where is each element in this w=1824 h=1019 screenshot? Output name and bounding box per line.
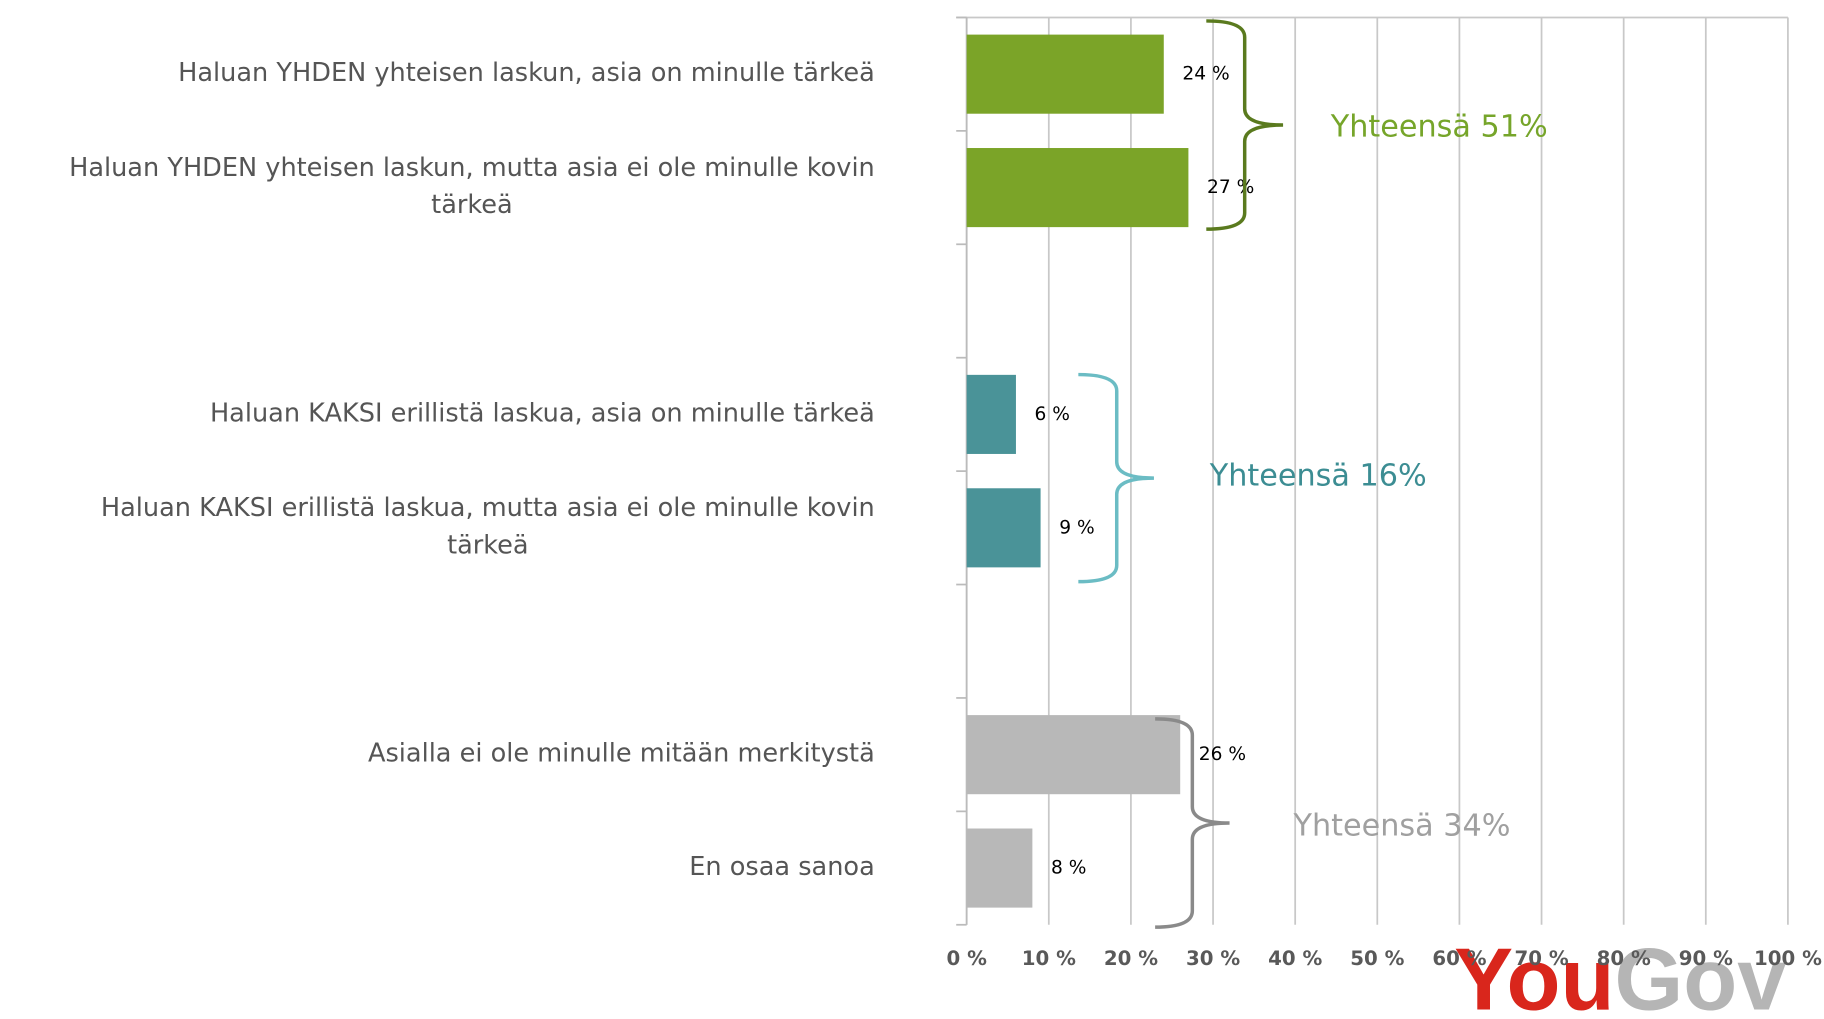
annotation: Yhteensä 16% bbox=[1209, 458, 1427, 493]
x-tick-label: 60 % bbox=[1432, 947, 1486, 970]
bracket bbox=[1155, 717, 1230, 929]
category-label: Haluan YHDEN yhteisen laskun, mutta asia… bbox=[69, 153, 875, 220]
x-tick-label: 30 % bbox=[1186, 947, 1240, 970]
bar bbox=[966, 488, 1041, 568]
x-tick-label: 20 % bbox=[1104, 947, 1158, 970]
logo-gov: Gov bbox=[1614, 930, 1786, 1019]
category-label: Haluan KAKSI erillistä laskua, mutta asi… bbox=[101, 493, 875, 560]
category-label: Haluan KAKSI erillistä laskua, asia on m… bbox=[210, 398, 875, 428]
bar bbox=[966, 148, 1189, 228]
value-label: 27 % bbox=[1207, 177, 1254, 198]
value-label: 24 % bbox=[1182, 64, 1229, 85]
logo: YouGov bbox=[1454, 930, 1786, 1019]
logo-you: You bbox=[1454, 930, 1614, 1019]
bar bbox=[966, 34, 1164, 114]
x-tick-label: 10 % bbox=[1022, 947, 1076, 970]
value-label: 6 % bbox=[1035, 404, 1070, 425]
category-label: Haluan YHDEN yhteisen laskun, asia on mi… bbox=[178, 58, 875, 88]
bar bbox=[966, 828, 1033, 908]
annotation: Yhteensä 51% bbox=[1330, 109, 1548, 144]
x-tick-label: 40 % bbox=[1268, 947, 1322, 970]
x-tick-label: 90 % bbox=[1679, 947, 1733, 970]
bar bbox=[966, 374, 1016, 454]
x-tick-label: 0 % bbox=[946, 947, 987, 970]
category-label: Asialla ei ole minulle mitään merkitystä bbox=[368, 739, 875, 769]
x-tick-label: 80 % bbox=[1597, 947, 1651, 970]
annotation: Yhteensä 34% bbox=[1293, 809, 1511, 844]
bracket bbox=[1206, 19, 1284, 231]
value-label: 9 % bbox=[1059, 517, 1094, 538]
value-label: 26 % bbox=[1199, 744, 1246, 765]
bar bbox=[966, 715, 1181, 795]
x-tick-label: 100 % bbox=[1754, 947, 1822, 970]
category-label: En osaa sanoa bbox=[689, 852, 875, 882]
x-tick-label: 70 % bbox=[1514, 947, 1568, 970]
x-tick-label: 50 % bbox=[1350, 947, 1404, 970]
bracket bbox=[1078, 372, 1154, 584]
value-label: 8 % bbox=[1051, 858, 1086, 879]
